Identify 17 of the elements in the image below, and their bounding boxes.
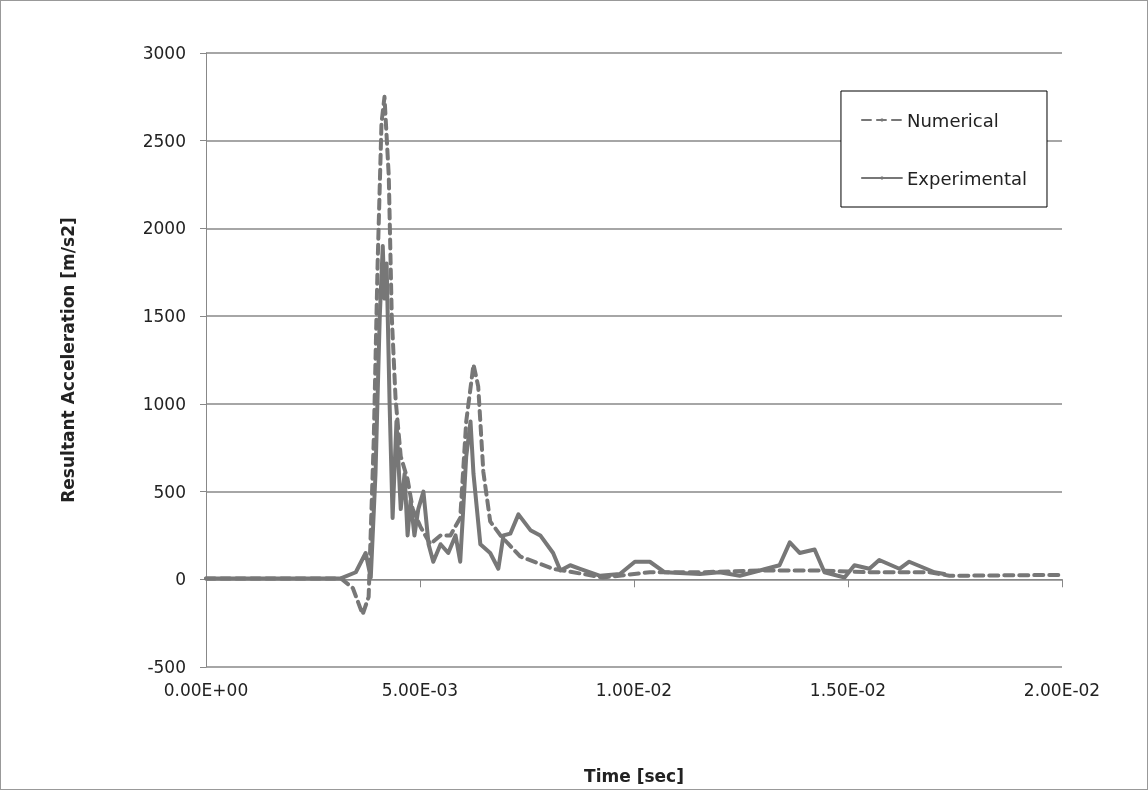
y-tick-label: 1000 bbox=[142, 393, 186, 414]
x-tick-label: 1.50E-02 bbox=[809, 679, 887, 700]
y-tick-label: 2000 bbox=[142, 218, 186, 239]
x-axis-title: Time [sec] bbox=[584, 765, 684, 786]
y-tick-label: 1500 bbox=[142, 306, 186, 327]
y-tick-label: 500 bbox=[153, 481, 186, 502]
x-tick-label: 5.00E-03 bbox=[381, 679, 459, 700]
x-tick-label: 2.00E-02 bbox=[1023, 679, 1101, 700]
x-tick-label: 1.00E-02 bbox=[595, 679, 673, 700]
y-tick-label: -500 bbox=[147, 657, 186, 677]
y-tick-label: 0 bbox=[175, 569, 186, 590]
y-axis-title: Resultant Acceleration [m/s2] bbox=[57, 217, 78, 503]
y-tick-label: 2500 bbox=[142, 130, 186, 151]
x-tick-label: 0.00E+00 bbox=[163, 679, 249, 700]
legend-label: Numerical bbox=[906, 109, 999, 131]
y-tick-label: 3000 bbox=[142, 43, 186, 63]
legend-label: Experimental bbox=[906, 167, 1028, 189]
